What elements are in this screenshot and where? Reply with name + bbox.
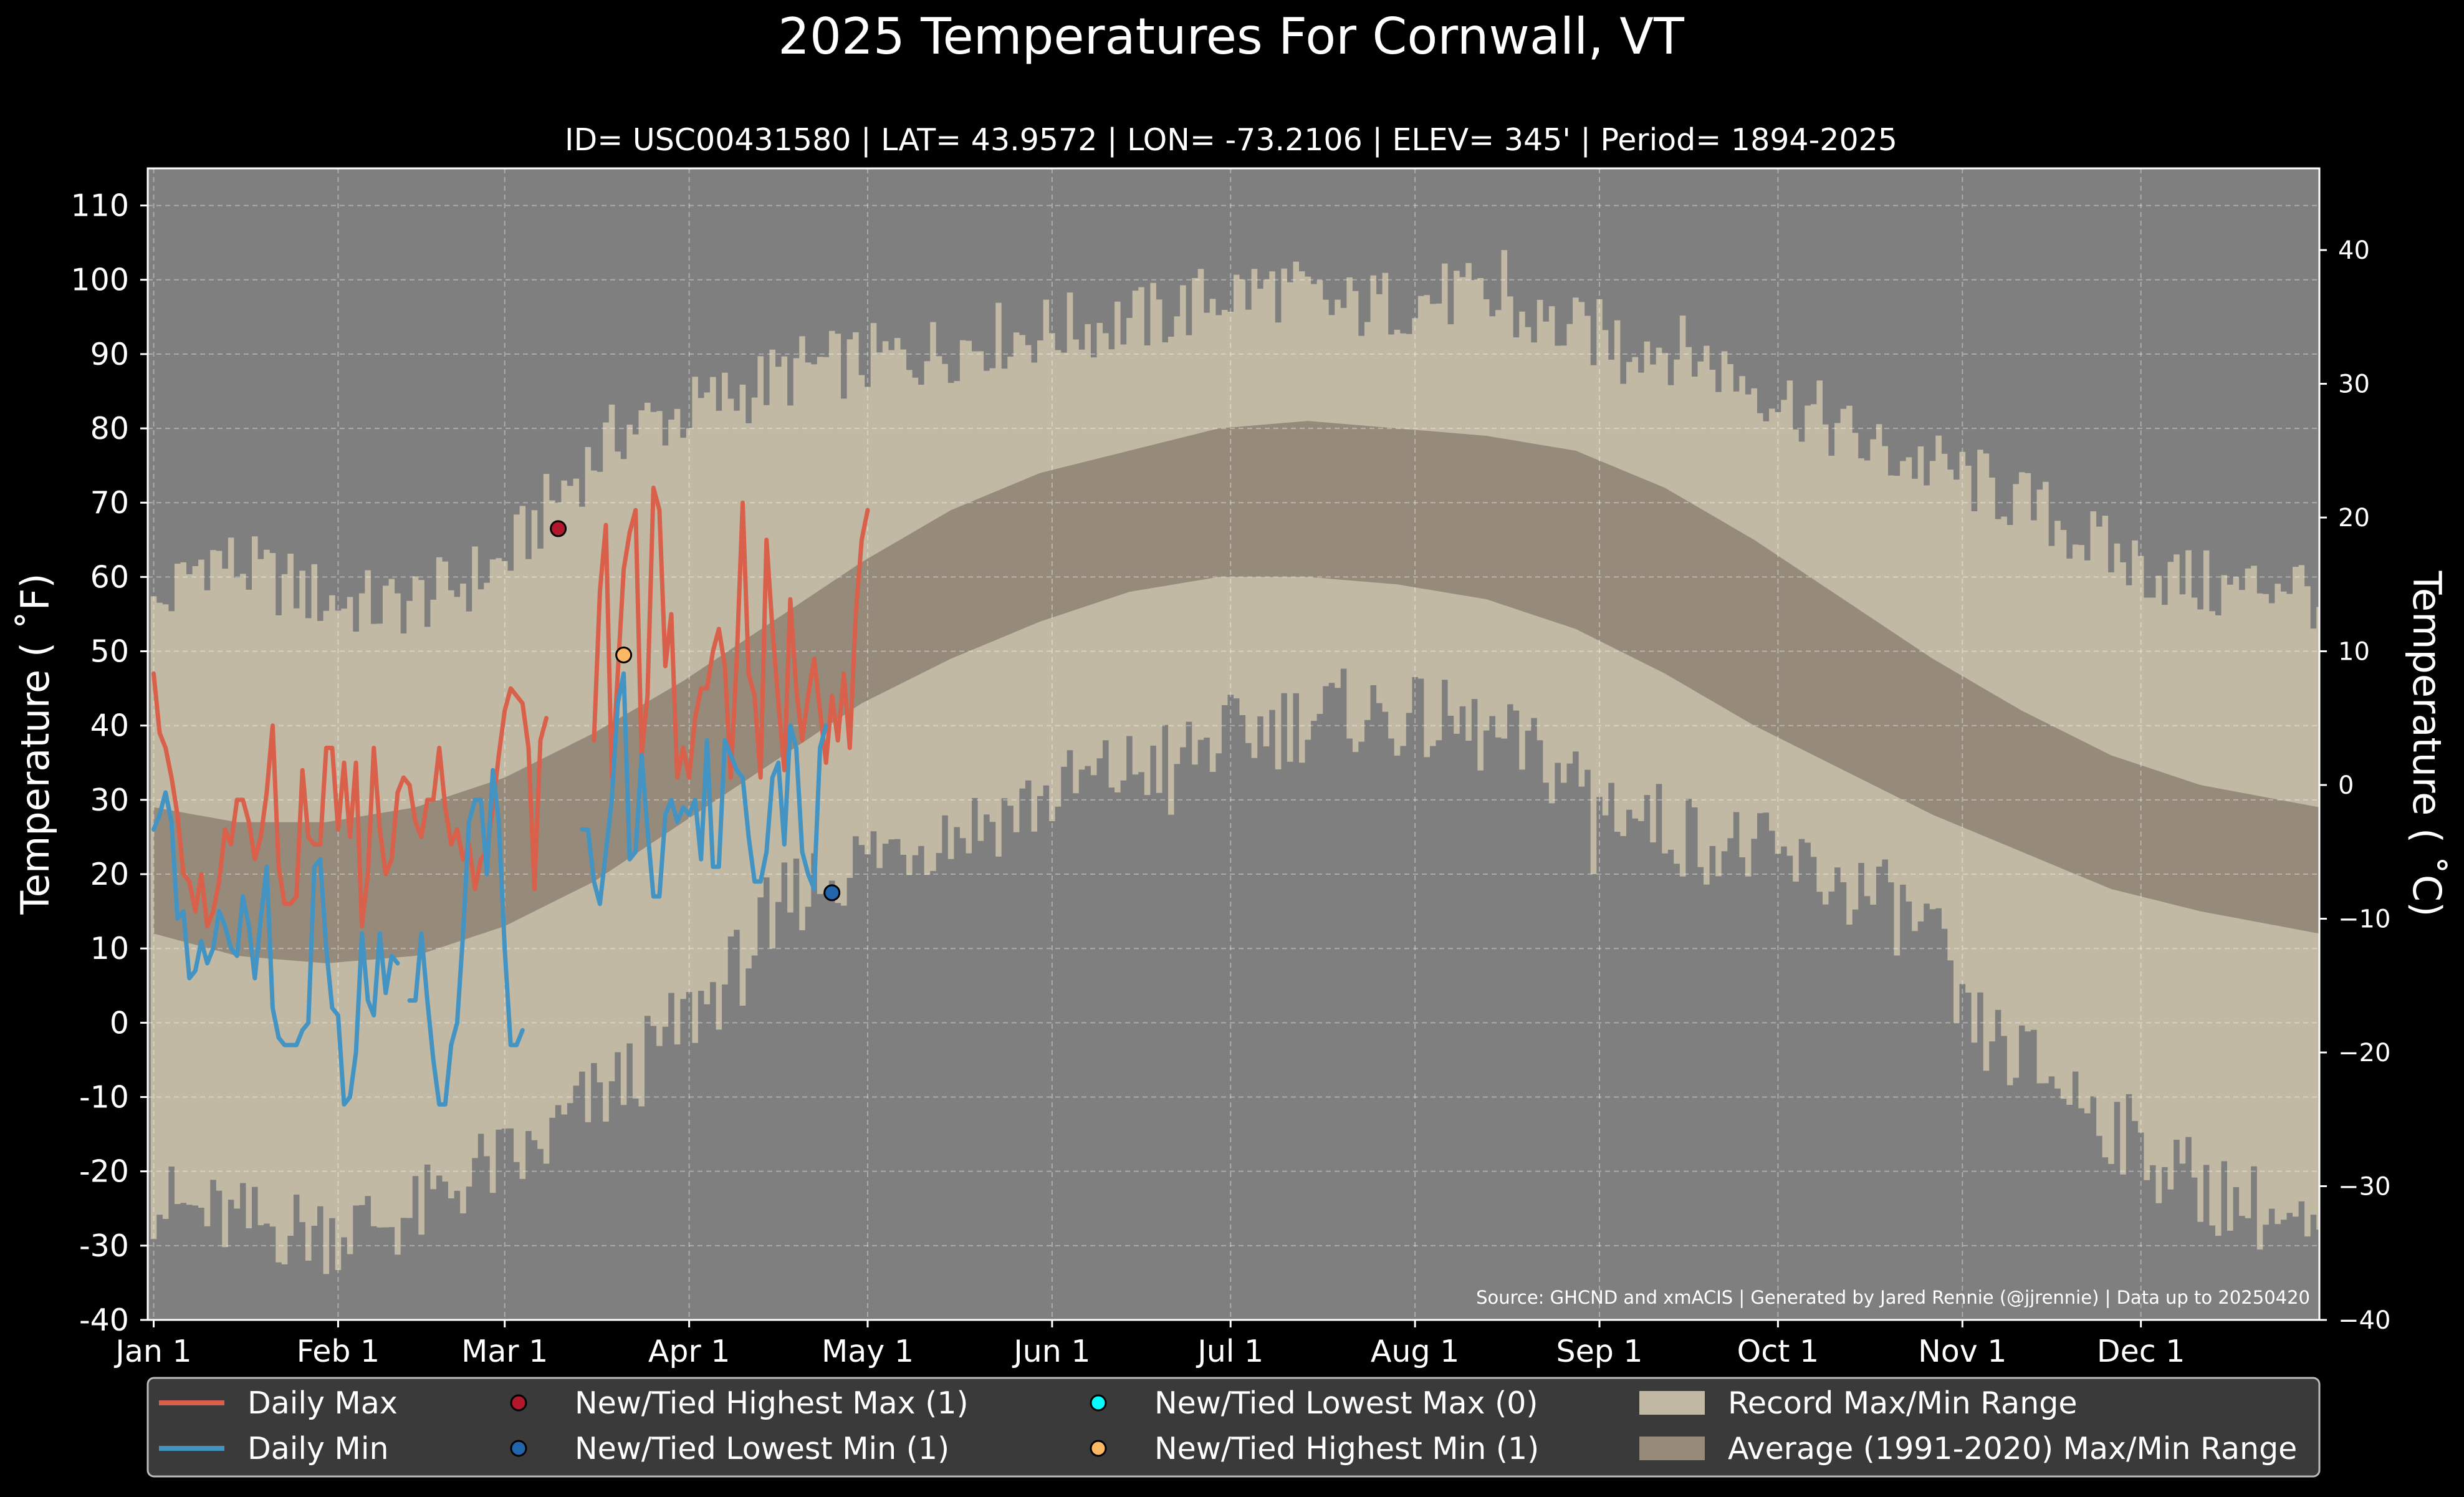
chart-title: 2025 Temperatures For Cornwall, VT xyxy=(778,7,1685,65)
x-tick-label: Oct 1 xyxy=(1737,1334,1819,1369)
legend-label-new-tied-lowest-max-0: New/Tied Lowest Max (0) xyxy=(1154,1385,1538,1421)
source-note: Source: GHCND and xmACIS | Generated by … xyxy=(1476,1287,2310,1308)
legend-label-new-tied-highest-min-1: New/Tied Highest Min (1) xyxy=(1154,1431,1539,1466)
record-marker-new-tied-lowest-min xyxy=(823,884,841,902)
y-tick-label: 20 xyxy=(90,857,129,892)
y-right-tick-label: 40 xyxy=(2338,236,2370,265)
x-tick-label: Dec 1 xyxy=(2097,1334,2185,1369)
y-tick-label: 0 xyxy=(110,1005,129,1041)
legend-swatch-new-tied-lowest-max-0 xyxy=(1090,1394,1107,1412)
y-tick-label: 40 xyxy=(90,708,129,744)
y-right-tick-label: 30 xyxy=(2338,370,2370,399)
legend-label-record-max-min-range: Record Max/Min Range xyxy=(1728,1385,2078,1421)
legend-label-daily-min: Daily Min xyxy=(247,1431,389,1466)
y-tick-label: 100 xyxy=(70,262,129,298)
y-tick-label: 30 xyxy=(90,782,129,818)
x-tick-label: Apr 1 xyxy=(648,1334,731,1369)
x-tick-label: Feb 1 xyxy=(297,1334,380,1369)
series-line-daily-max xyxy=(151,485,870,928)
legend-swatch-new-tied-lowest-min-1 xyxy=(510,1440,527,1457)
record-marker-new-tied-highest-max xyxy=(550,520,567,537)
legend-swatch-new-tied-highest-min-1 xyxy=(1090,1440,1107,1457)
y-tick-label: 90 xyxy=(90,337,129,372)
y-tick-label: 60 xyxy=(90,559,129,595)
legend-label-new-tied-lowest-min-1: New/Tied Lowest Min (1) xyxy=(575,1431,949,1466)
legend-label-new-tied-highest-max-1: New/Tied Highest Max (1) xyxy=(575,1385,969,1421)
y-right-tick-label: −10 xyxy=(2338,905,2390,934)
legend-label-daily-max: Daily Max xyxy=(247,1385,398,1421)
legend-label-average-1991-2020-max-min-range: Average (1991-2020) Max/Min Range xyxy=(1728,1431,2297,1466)
y-tick-label: 80 xyxy=(90,411,129,446)
y-tick-label: 70 xyxy=(90,485,129,521)
y-tick-label: 50 xyxy=(90,634,129,670)
legend-box xyxy=(146,1377,2321,1478)
chart-legend: Daily Max Daily Min New/Tied Highest Max (… xyxy=(146,1377,2321,1478)
y-tick-label: -30 xyxy=(79,1228,129,1264)
y-right-tick-label: −20 xyxy=(2338,1039,2390,1067)
x-tick-label: Sep 1 xyxy=(1556,1334,1642,1369)
x-tick-label: Mar 1 xyxy=(461,1334,548,1369)
legend-swatch-average-1991-2020-max-min-range xyxy=(1639,1437,1705,1460)
series-line-daily-min xyxy=(151,671,828,1107)
x-tick-label: Nov 1 xyxy=(1918,1334,2006,1369)
x-tick-label: Aug 1 xyxy=(1371,1334,1459,1369)
record-range-band xyxy=(150,250,2319,1274)
y-tick-label: 110 xyxy=(70,188,129,224)
y-axis-label-fahrenheit: Temperature ( ˚F) xyxy=(12,573,58,915)
y-tick-label: -20 xyxy=(79,1154,129,1190)
x-tick-label: May 1 xyxy=(822,1334,914,1369)
y-right-tick-label: −40 xyxy=(2338,1306,2390,1335)
legend-swatch-new-tied-highest-max-1 xyxy=(510,1394,527,1412)
record-marker-new-tied-highest-min xyxy=(615,647,633,664)
plot-frame xyxy=(146,167,2321,1321)
chart-subtitle: ID= USC00431580 | LAT= 43.9572 | LON= -7… xyxy=(565,122,1897,158)
y-right-tick-label: 20 xyxy=(2338,504,2370,532)
x-tick-label: Jul 1 xyxy=(1196,1334,1263,1369)
normal-range-band xyxy=(153,421,2319,963)
y-right-tick-label: −30 xyxy=(2338,1173,2390,1201)
x-tick-label: Jan 1 xyxy=(113,1334,191,1369)
x-tick-label: Jun 1 xyxy=(1012,1334,1090,1369)
y-tick-label: 10 xyxy=(90,931,129,966)
y-tick-label: -40 xyxy=(79,1302,129,1338)
y-right-tick-label: 0 xyxy=(2338,771,2354,800)
y-tick-label: -10 xyxy=(79,1080,129,1115)
y-right-tick-label: 10 xyxy=(2338,638,2370,667)
legend-swatch-record-max-min-range xyxy=(1639,1391,1705,1415)
y-axis-label-celsius: Temperature ( ˚C) xyxy=(2404,570,2450,917)
